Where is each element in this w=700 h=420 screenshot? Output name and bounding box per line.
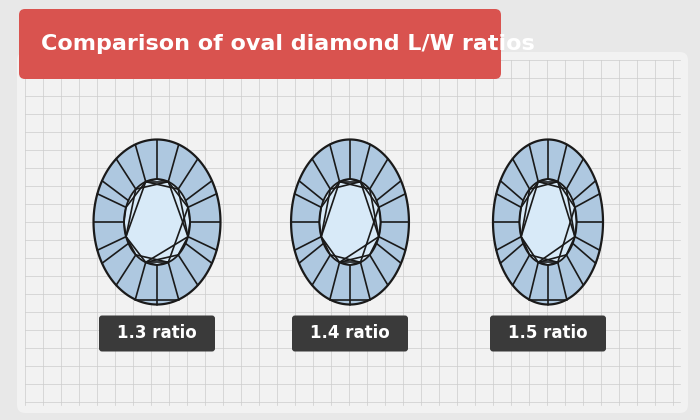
Polygon shape xyxy=(291,139,409,304)
Text: Comparison of oval diamond L/W ratios: Comparison of oval diamond L/W ratios xyxy=(41,34,535,54)
FancyBboxPatch shape xyxy=(292,315,408,352)
Text: 1.5 ratio: 1.5 ratio xyxy=(508,325,588,342)
Polygon shape xyxy=(493,139,603,304)
Polygon shape xyxy=(319,179,381,265)
Polygon shape xyxy=(519,179,577,265)
FancyBboxPatch shape xyxy=(17,52,688,413)
Polygon shape xyxy=(124,179,190,265)
Polygon shape xyxy=(94,139,220,304)
FancyBboxPatch shape xyxy=(19,9,501,79)
Text: 1.4 ratio: 1.4 ratio xyxy=(310,325,390,342)
FancyBboxPatch shape xyxy=(99,315,215,352)
Text: 1.3 ratio: 1.3 ratio xyxy=(117,325,197,342)
FancyBboxPatch shape xyxy=(490,315,606,352)
